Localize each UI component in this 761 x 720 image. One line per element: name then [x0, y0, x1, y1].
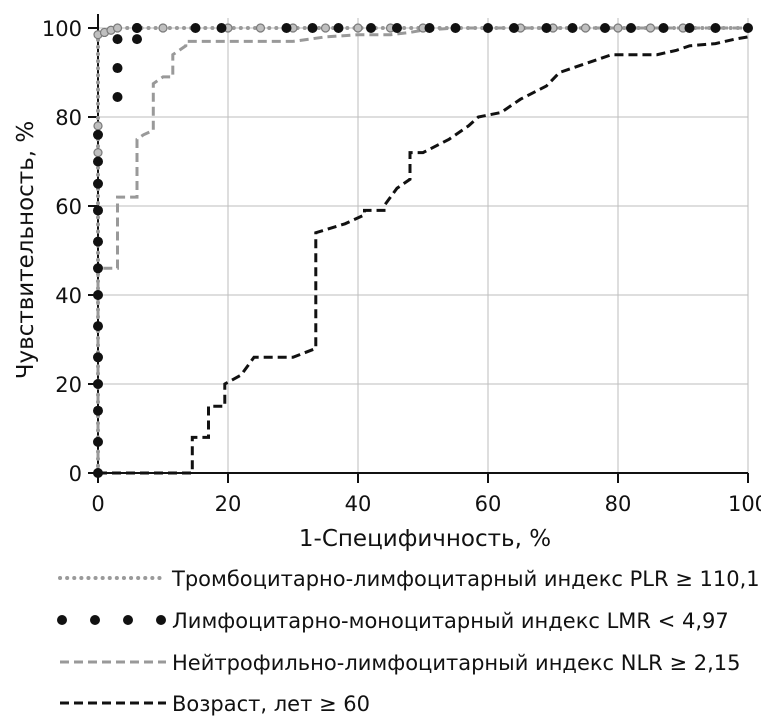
series-2-point — [112, 63, 123, 74]
series-2-point — [93, 352, 103, 363]
x-tick-labels: 0 20 40 60 80 100 — [91, 492, 761, 516]
series-2-point — [93, 321, 103, 332]
series-2-point — [112, 91, 123, 102]
series-2-point — [132, 23, 142, 33]
series-1-marker — [255, 23, 266, 33]
series-1-line — [96, 26, 750, 475]
series-1-marker — [580, 23, 591, 33]
legend-item-1: Тромбоцитарно-лимфоцитарный индекс PLR ≥… — [58, 567, 761, 591]
x-tick-label: 100 — [728, 492, 761, 516]
legend-label: Нейтрофильно-лимфоцитарный индекс NLR ≥ … — [172, 651, 740, 675]
series-1-marker — [645, 23, 656, 33]
y-tick-label: 100 — [42, 17, 82, 41]
y-tick-label: 0 — [69, 462, 82, 486]
series-2-point — [216, 23, 227, 33]
x-tick-label: 60 — [475, 492, 502, 516]
legend-item-4: Возраст, лет ≥ 60 — [60, 692, 370, 716]
series-1-marker — [93, 121, 103, 131]
series-2 — [93, 23, 753, 478]
series-2-point — [93, 205, 103, 216]
series-2-point — [93, 379, 103, 389]
series-2-point — [112, 34, 123, 45]
axes — [88, 14, 749, 483]
series-2-point — [93, 468, 103, 478]
series-2-point — [281, 23, 292, 33]
series-2-point — [392, 23, 402, 33]
y-tick-labels: 0 20 40 60 80 100 — [42, 17, 82, 486]
x-tick-label: 40 — [345, 492, 372, 516]
series-1-marker — [93, 148, 103, 158]
series-2-point — [93, 405, 103, 416]
series-2-point — [93, 436, 103, 447]
legend-swatch-dot — [156, 615, 166, 625]
legend-swatch-dot — [57, 615, 67, 625]
series-2-point — [190, 23, 201, 33]
y-tick-label: 80 — [55, 106, 82, 130]
series-2-point — [626, 23, 636, 33]
series-4-line — [98, 35, 749, 475]
series-2-point — [450, 23, 461, 33]
series-2-point — [710, 23, 721, 33]
legend-item-3: Нейтрофильно-лимфоцитарный индекс NLR ≥ … — [60, 651, 740, 675]
series-2-point — [743, 23, 753, 33]
series-1-marker — [112, 23, 123, 33]
series-2-point — [567, 23, 578, 33]
series-2-point — [93, 236, 103, 247]
series-2-point — [509, 23, 519, 33]
series-2-point — [541, 23, 552, 33]
x-axis-label: 1-Специфичность, % — [299, 526, 551, 552]
legend-swatch-dot — [123, 615, 133, 625]
legend-label: Лимфоцитарно-моноцитарный индекс LMR < 4… — [172, 609, 729, 633]
series-2-point — [600, 23, 610, 33]
x-tick-label: 80 — [605, 492, 632, 516]
series-2-point — [307, 23, 318, 33]
legend: Тромбоцитарно-лимфоцитарный индекс PLR ≥… — [57, 567, 761, 716]
legend-swatch-dot — [90, 615, 100, 625]
series-2-point — [483, 23, 493, 33]
series-3 — [96, 26, 748, 473]
series-2-point — [93, 290, 103, 300]
y-tick-label: 20 — [55, 373, 82, 397]
series-2-point — [93, 263, 103, 274]
series-3-line — [96, 26, 748, 473]
legend-label: Возраст, лет ≥ 60 — [172, 692, 370, 716]
series-2-point — [424, 23, 435, 33]
series-layer — [93, 23, 753, 478]
series-1 — [93, 23, 753, 478]
series-2-point — [132, 34, 142, 45]
legend-label: Тромбоцитарно-лимфоцитарный индекс PLR ≥… — [171, 567, 761, 591]
series-1-marker — [320, 23, 331, 33]
y-tick-label: 60 — [55, 195, 82, 219]
x-tick-label: 20 — [215, 492, 242, 516]
series-1-marker — [158, 23, 168, 33]
x-tick-label: 0 — [91, 492, 104, 516]
y-tick-label: 40 — [55, 284, 82, 308]
series-1-marker — [353, 23, 363, 33]
series-1-marker — [613, 23, 623, 33]
grid — [97, 18, 749, 474]
series-2-point — [93, 129, 103, 140]
y-axis-label: Чувствительность, % — [13, 121, 39, 379]
series-2-point — [93, 178, 103, 189]
series-2-point — [684, 23, 695, 33]
series-2-point — [366, 23, 376, 33]
series-2-point — [93, 156, 103, 167]
series-4 — [98, 35, 749, 475]
series-2-point — [333, 23, 344, 33]
series-2-point — [658, 23, 669, 33]
legend-item-2: Лимфоцитарно-моноцитарный индекс LMR < 4… — [57, 609, 729, 633]
